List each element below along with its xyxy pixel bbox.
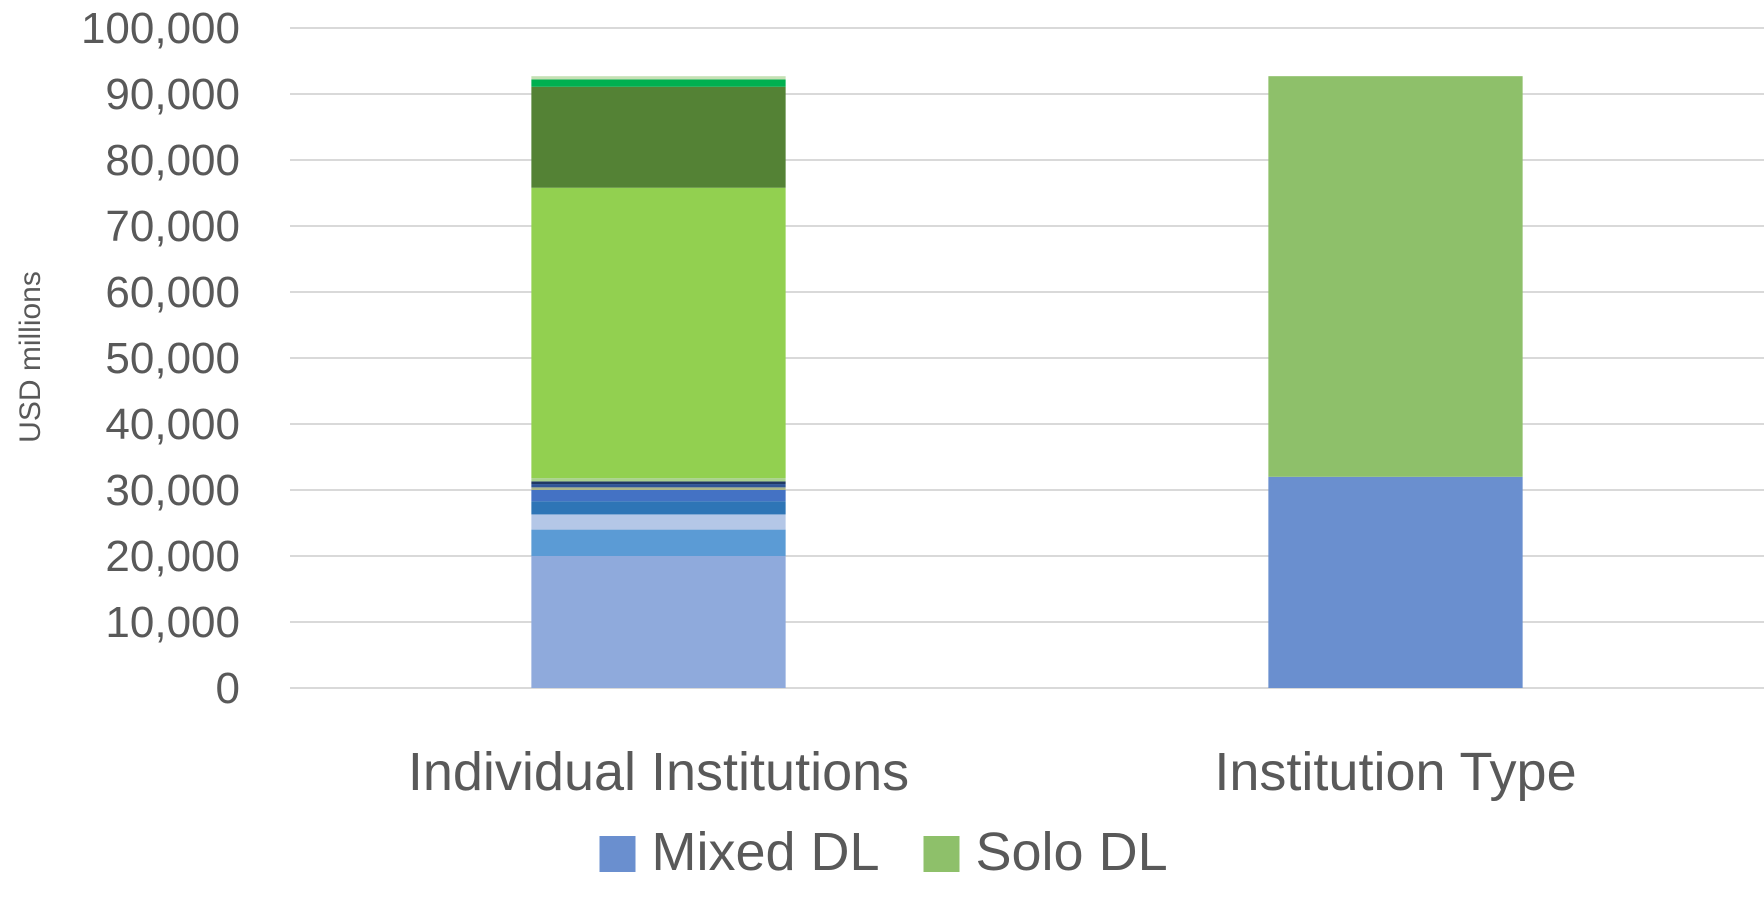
y-tick-label: 80,000 [105, 136, 240, 185]
y-tick-label: 10,000 [105, 598, 240, 647]
y-tick-label: 40,000 [105, 400, 240, 449]
bar-segment [531, 529, 786, 556]
legend-item: Solo DL [923, 822, 1168, 882]
bar-segment [531, 79, 786, 87]
legend-item: Mixed DL [599, 822, 880, 882]
legend-swatch [923, 836, 960, 872]
bar-segment [1268, 76, 1523, 477]
y-axis-title: USD millions [14, 271, 47, 443]
x-axis-category-labels: Individual Institutions Institution Type [408, 742, 1577, 802]
bar-segment [531, 487, 786, 490]
bar-segment [1268, 476, 1523, 688]
y-tick-label: 70,000 [105, 202, 240, 251]
bar-segment [531, 478, 786, 482]
y-tick-label: 20,000 [105, 532, 240, 581]
y-tick-label: 50,000 [105, 334, 240, 383]
legend-label: Mixed DL [652, 822, 880, 882]
bars [531, 76, 1523, 688]
y-axis-tick-labels: 0 10,000 20,000 30,000 40,000 50,000 60,000 70,… [81, 4, 240, 713]
y-tick-label: 90,000 [105, 70, 240, 119]
y-tick-label: 30,000 [105, 466, 240, 515]
y-tick-label: 0 [216, 664, 240, 713]
bar-segment [531, 76, 786, 80]
gridlines [290, 27, 1764, 689]
x-category-label: Individual Institutions [408, 742, 909, 802]
bar-segment [531, 187, 786, 479]
bar-segment [531, 501, 786, 515]
bar-segment [531, 514, 786, 530]
x-category-label: Institution Type [1214, 742, 1576, 802]
bar-segment [531, 490, 786, 502]
bar-segment [531, 484, 786, 488]
legend-label: Solo DL [976, 822, 1168, 882]
y-tick-label: 100,000 [81, 4, 240, 53]
bar-segment [531, 86, 786, 188]
bar-segment [531, 481, 786, 485]
legend: Mixed DL Solo DL [599, 822, 1168, 882]
bar-segment [531, 556, 786, 688]
y-tick-label: 60,000 [105, 268, 240, 317]
legend-swatch [599, 836, 636, 872]
